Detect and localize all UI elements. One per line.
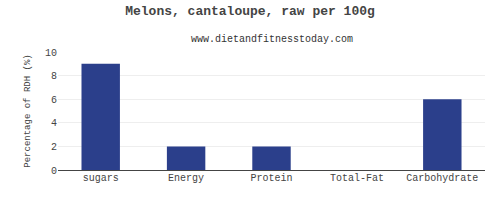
- svg-text:6: 6: [51, 95, 57, 106]
- svg-text:sugars: sugars: [83, 173, 119, 184]
- svg-text:Carbohydrate: Carbohydrate: [406, 173, 478, 184]
- svg-text:0: 0: [51, 166, 57, 177]
- svg-text:Percentage of RDH (%): Percentage of RDH (%): [23, 54, 33, 167]
- svg-text:10: 10: [45, 48, 57, 59]
- svg-text:Energy: Energy: [168, 173, 204, 184]
- svg-text:2: 2: [51, 142, 57, 153]
- svg-text:Melons, cantaloupe, raw per 10: Melons, cantaloupe, raw per 100g: [125, 4, 375, 19]
- svg-text:Protein: Protein: [250, 173, 292, 184]
- svg-text:www.dietandfitnesstoday.com: www.dietandfitnesstoday.com: [191, 34, 353, 45]
- svg-text:Total-Fat: Total-Fat: [330, 173, 384, 184]
- svg-text:4: 4: [51, 118, 57, 129]
- svg-text:8: 8: [51, 71, 57, 82]
